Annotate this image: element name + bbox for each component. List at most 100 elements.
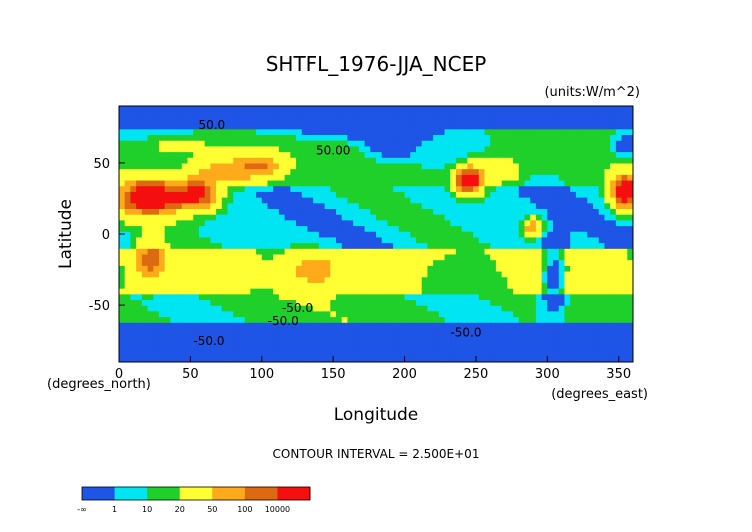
heatmap-cell	[604, 185, 611, 192]
heatmap-cell	[210, 350, 217, 357]
heatmap-cell	[547, 231, 554, 238]
heatmap-cell	[181, 322, 189, 329]
heatmap-cell	[210, 282, 217, 289]
heatmap-cell	[381, 157, 389, 164]
heatmap-cell	[421, 185, 428, 192]
heatmap-cell	[524, 288, 531, 295]
heatmap-cell	[581, 106, 588, 113]
heatmap-cell	[501, 197, 508, 204]
heatmap-cell	[507, 248, 514, 255]
heatmap-cell	[124, 157, 132, 164]
heatmap-cell	[581, 356, 588, 362]
heatmap-cell	[278, 191, 286, 198]
heatmap-cell	[518, 202, 526, 210]
heatmap-cell	[495, 327, 503, 335]
heatmap-cell	[387, 185, 394, 192]
heatmap-cell	[370, 151, 377, 158]
heatmap-cell	[210, 140, 217, 147]
heatmap-cell	[450, 106, 457, 113]
heatmap-cell	[233, 310, 240, 318]
heatmap-cell	[593, 270, 600, 278]
heatmap-cell	[278, 157, 286, 164]
heatmap-cell	[198, 117, 206, 124]
heatmap-cell	[433, 265, 440, 272]
heatmap-cell	[256, 179, 263, 187]
heatmap-cell	[341, 185, 349, 192]
heatmap-cell	[130, 253, 137, 261]
heatmap-cell	[330, 231, 337, 238]
heatmap-cell	[244, 248, 251, 255]
heatmap-cell	[136, 305, 143, 312]
heatmap-cell	[216, 140, 223, 147]
heatmap-cell	[221, 174, 229, 181]
heatmap-cell	[461, 259, 468, 266]
heatmap-cell	[193, 322, 200, 329]
heatmap-cell	[296, 231, 303, 238]
heatmap-cell	[187, 259, 194, 266]
heatmap-cell	[119, 123, 126, 130]
heatmap-cell	[478, 322, 486, 329]
heatmap-cell	[358, 327, 366, 335]
heatmap-cell	[604, 117, 611, 124]
heatmap-cell	[324, 339, 331, 346]
heatmap-cell	[615, 162, 623, 170]
heatmap-cell	[290, 111, 297, 118]
heatmap-cell	[450, 253, 457, 261]
heatmap-cell	[210, 219, 217, 227]
heatmap-cell	[415, 322, 423, 329]
heatmap-cell	[141, 197, 149, 204]
heatmap-cell	[490, 123, 497, 130]
heatmap-cell	[610, 259, 617, 266]
heatmap-cell	[450, 327, 457, 335]
heatmap-cell	[164, 282, 171, 289]
heatmap-cell	[170, 174, 177, 181]
heatmap-cell	[553, 179, 560, 187]
heatmap-cell	[427, 253, 434, 261]
heatmap-cell	[136, 197, 143, 204]
heatmap-cell	[136, 293, 143, 301]
heatmap-cell	[261, 225, 269, 232]
heatmap-cell	[410, 259, 417, 266]
heatmap-cell	[273, 288, 280, 295]
heatmap-cell	[473, 310, 480, 318]
heatmap-cell	[136, 140, 143, 147]
heatmap-cell	[370, 140, 377, 147]
heatmap-cell	[347, 106, 354, 113]
heatmap-cell	[427, 151, 434, 158]
heatmap-cell	[233, 293, 240, 301]
heatmap-cell	[216, 236, 223, 244]
heatmap-cell	[313, 185, 320, 192]
colorbar-swatch	[82, 487, 116, 500]
heatmap-cell	[324, 305, 331, 312]
heatmap-cell	[353, 117, 360, 124]
heatmap-cell	[250, 242, 257, 249]
heatmap-cell	[158, 282, 166, 289]
heatmap-cell	[358, 293, 366, 301]
heatmap-cell	[358, 305, 366, 312]
heatmap-cell	[301, 202, 309, 210]
heatmap-cell	[278, 282, 286, 289]
heatmap-cell	[376, 288, 383, 295]
heatmap-cell	[330, 162, 337, 170]
heatmap-cell	[473, 231, 480, 238]
heatmap-cell	[318, 242, 326, 249]
heatmap-cell	[495, 259, 503, 266]
heatmap-cell	[404, 117, 411, 124]
heatmap-cell	[193, 356, 200, 362]
heatmap-cell	[581, 157, 588, 164]
heatmap-cell	[278, 168, 286, 175]
heatmap-cell	[587, 253, 594, 261]
heatmap-cell	[478, 236, 486, 244]
heatmap-cell	[119, 219, 126, 227]
heatmap-cell	[301, 299, 309, 306]
heatmap-cell	[221, 299, 229, 306]
heatmap-cell	[461, 197, 468, 204]
heatmap-cell	[153, 174, 160, 181]
heatmap-cell	[547, 140, 554, 147]
heatmap-cell	[250, 106, 257, 113]
heatmap-cell	[221, 179, 229, 187]
heatmap-cell	[324, 299, 331, 306]
heatmap-cell	[535, 293, 543, 301]
heatmap-cell	[535, 253, 543, 261]
heatmap-cell	[336, 276, 343, 283]
